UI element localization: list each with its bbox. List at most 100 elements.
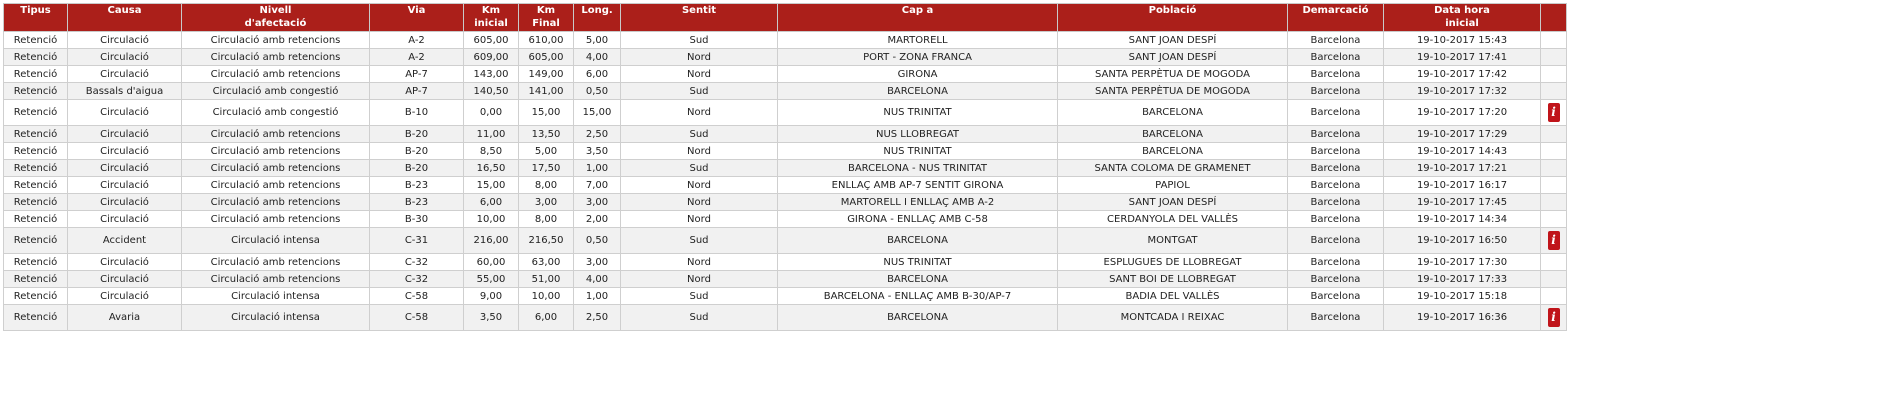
column-header-blank <box>1540 3 1567 32</box>
table-cell: SANT BOI DE LLOBREGAT <box>1057 270 1288 288</box>
table-cell: A-2 <box>369 31 464 49</box>
table-cell: ENLLAÇ AMB AP-7 SENTIT GIRONA <box>777 176 1058 194</box>
table-cell: 8,00 <box>518 176 574 194</box>
table-cell: 19-10-2017 17:20 <box>1383 99 1541 126</box>
table-cell: 19-10-2017 15:43 <box>1383 31 1541 49</box>
table-cell: Circulació <box>67 210 182 228</box>
table-cell: C-32 <box>369 253 464 271</box>
table-cell: Retenció <box>3 287 68 305</box>
table-cell: Nord <box>620 193 778 211</box>
table-cell: Nord <box>620 176 778 194</box>
table-cell: BARCELONA - NUS TRINITAT <box>777 159 1058 177</box>
table-cell: 605,00 <box>518 48 574 66</box>
table-cell: 19-10-2017 17:32 <box>1383 82 1541 100</box>
table-cell: Retenció <box>3 193 68 211</box>
table-cell: Circulació <box>67 193 182 211</box>
table-cell <box>1540 142 1567 160</box>
column-header: Data hora inicial <box>1383 3 1541 32</box>
table-cell: 19-10-2017 16:50 <box>1383 227 1541 254</box>
table-cell: AP-7 <box>369 65 464 83</box>
table-cell: A-2 <box>369 48 464 66</box>
table-cell: Nord <box>620 48 778 66</box>
table-cell: Circulació <box>67 31 182 49</box>
table-cell: GIRONA <box>777 65 1058 83</box>
table-cell: Retenció <box>3 270 68 288</box>
table-cell <box>1540 193 1567 211</box>
table-cell: Nord <box>620 99 778 126</box>
table-cell: Sud <box>620 125 778 143</box>
table-cell <box>1540 287 1567 305</box>
table-cell: Retenció <box>3 253 68 271</box>
table-cell: 19-10-2017 15:18 <box>1383 287 1541 305</box>
table-cell: MONTCADA I REIXAC <box>1057 304 1288 331</box>
table-cell <box>1540 253 1567 271</box>
table-cell: B-23 <box>369 176 464 194</box>
table-cell: Circulació <box>67 270 182 288</box>
table-cell: BARCELONA <box>1057 99 1288 126</box>
table-cell: 143,00 <box>463 65 519 83</box>
info-button[interactable]: i <box>1547 103 1560 122</box>
table-cell: Sud <box>620 159 778 177</box>
table-cell <box>1540 48 1567 66</box>
table-cell: Sud <box>620 31 778 49</box>
table-row: Retenció Circulació Circulació amb congest… <box>3 99 1567 126</box>
table-row: Retenció Circulació Circulació amb retenci… <box>3 193 1567 211</box>
table-cell: Barcelona <box>1287 159 1384 177</box>
table-cell: 1,00 <box>573 287 621 305</box>
table-cell: 19-10-2017 17:41 <box>1383 48 1541 66</box>
table-cell: Barcelona <box>1287 48 1384 66</box>
table-cell: Circulació <box>67 287 182 305</box>
table-cell: MONTGAT <box>1057 227 1288 254</box>
table-cell: Barcelona <box>1287 82 1384 100</box>
table-cell: ESPLUGUES DE LLOBREGAT <box>1057 253 1288 271</box>
table-cell: Circulació <box>67 176 182 194</box>
table-cell: Circulació amb retencions <box>181 193 370 211</box>
table-cell: Circulació <box>67 159 182 177</box>
info-button[interactable]: i <box>1547 308 1560 327</box>
table-cell: 2,50 <box>573 304 621 331</box>
table-cell: 140,50 <box>463 82 519 100</box>
table-cell: Circulació amb retencions <box>181 159 370 177</box>
table-cell: Circulació amb retencions <box>181 65 370 83</box>
table-row: Retenció Circulació Circulació amb retenci… <box>3 270 1567 288</box>
table-cell: 8,00 <box>518 210 574 228</box>
table-cell: 19-10-2017 14:34 <box>1383 210 1541 228</box>
table-cell: 17,50 <box>518 159 574 177</box>
table-cell: 19-10-2017 17:42 <box>1383 65 1541 83</box>
table-cell: 11,00 <box>463 125 519 143</box>
table-cell: C-31 <box>369 227 464 254</box>
info-button[interactable]: i <box>1547 231 1560 250</box>
table-cell: 8,50 <box>463 142 519 160</box>
table-cell: Barcelona <box>1287 125 1384 143</box>
table-cell: 605,00 <box>463 31 519 49</box>
table-cell: 3,00 <box>573 253 621 271</box>
table-cell: Barcelona <box>1287 176 1384 194</box>
table-cell: BARCELONA <box>777 227 1058 254</box>
table-cell: Barcelona <box>1287 304 1384 331</box>
table-cell: Barcelona <box>1287 287 1384 305</box>
table-cell: 19-10-2017 17:33 <box>1383 270 1541 288</box>
table-cell: Barcelona <box>1287 210 1384 228</box>
table-cell: B-20 <box>369 142 464 160</box>
table-cell: 6,00 <box>518 304 574 331</box>
table-row: Retenció Circulació Circulació amb retenci… <box>3 125 1567 143</box>
table-cell: SANTA PERPÈTUA DE MOGODA <box>1057 65 1288 83</box>
table-cell: 6,00 <box>573 65 621 83</box>
table-cell: Barcelona <box>1287 227 1384 254</box>
table-cell: Barcelona <box>1287 31 1384 49</box>
table-cell: 51,00 <box>518 270 574 288</box>
table-body: Retenció Circulació Circulació amb retenci… <box>3 31 1567 331</box>
table-cell: 609,00 <box>463 48 519 66</box>
table-cell: B-20 <box>369 125 464 143</box>
table-cell: Bassals d'aigua <box>67 82 182 100</box>
table-cell: Circulació intensa <box>181 304 370 331</box>
table-cell: C-32 <box>369 270 464 288</box>
table-cell: 55,00 <box>463 270 519 288</box>
table-cell: Retenció <box>3 142 68 160</box>
table-cell: PORT - ZONA FRANCA <box>777 48 1058 66</box>
table-cell: Circulació amb retencions <box>181 210 370 228</box>
table-cell: Circulació amb retencions <box>181 31 370 49</box>
table-cell: Circulació amb retencions <box>181 142 370 160</box>
table-cell: Retenció <box>3 304 68 331</box>
